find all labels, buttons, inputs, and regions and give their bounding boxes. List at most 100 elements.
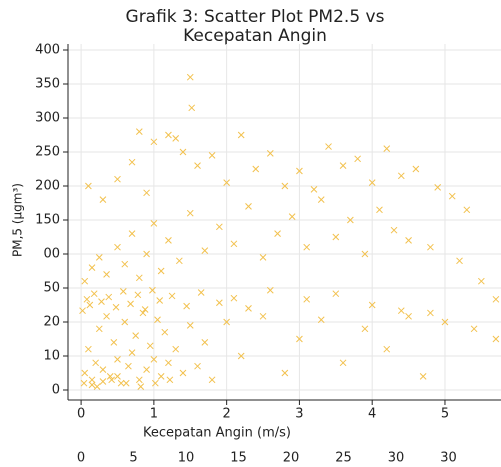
point — [81, 369, 89, 377]
point — [108, 376, 116, 384]
point — [143, 250, 150, 258]
point — [175, 257, 183, 265]
point — [412, 165, 420, 173]
point — [150, 220, 158, 227]
point — [135, 376, 143, 384]
point — [405, 312, 412, 320]
point — [427, 309, 434, 317]
point-stroke — [143, 250, 150, 258]
point-stroke — [186, 322, 194, 329]
point — [165, 359, 172, 367]
point — [88, 381, 96, 389]
point-stroke — [303, 295, 311, 303]
point-stroke — [183, 302, 190, 310]
point — [81, 277, 89, 285]
point-stroke — [339, 162, 347, 169]
point — [98, 298, 105, 305]
point — [303, 243, 311, 251]
point — [390, 226, 398, 234]
point-stroke — [90, 290, 98, 298]
x-tick-label: 2 — [223, 407, 231, 422]
point-stroke — [188, 104, 196, 112]
point-stroke — [128, 349, 136, 356]
secondary-label: 25 — [335, 451, 352, 466]
y-tick-label: 0 — [52, 383, 60, 398]
point-stroke — [427, 243, 434, 251]
point-stroke — [361, 250, 369, 258]
point-stroke — [132, 332, 140, 339]
point-stroke — [157, 373, 165, 380]
point — [332, 233, 340, 241]
y-tick-label: 350 — [35, 77, 60, 92]
point — [125, 362, 132, 370]
point — [122, 379, 130, 387]
point-stroke — [427, 309, 434, 317]
point-stroke — [354, 155, 361, 163]
point — [274, 230, 281, 237]
point — [168, 292, 176, 300]
point — [223, 179, 230, 186]
point-stroke — [99, 366, 107, 373]
point — [135, 274, 143, 282]
point — [368, 301, 376, 309]
point-stroke — [83, 295, 91, 303]
point-stroke — [127, 300, 134, 308]
point — [157, 373, 165, 380]
point-stroke — [463, 206, 471, 214]
point — [99, 366, 107, 373]
point — [208, 376, 216, 384]
point — [376, 206, 383, 214]
point-stroke — [259, 254, 267, 261]
point-stroke — [303, 243, 311, 251]
point-stroke — [412, 165, 420, 173]
point — [165, 237, 172, 244]
point-stroke — [165, 359, 172, 367]
point — [114, 356, 121, 363]
point-stroke — [194, 162, 201, 169]
point-stroke — [237, 131, 245, 139]
point-stroke — [108, 376, 116, 384]
point — [230, 294, 238, 302]
point — [128, 230, 136, 237]
secondary-label: 10 — [178, 451, 195, 466]
point — [259, 254, 267, 261]
secondary-label: 5 — [129, 451, 137, 466]
point-stroke — [175, 257, 183, 265]
point — [296, 335, 303, 343]
point-stroke — [397, 307, 405, 315]
point — [310, 186, 318, 193]
point-stroke — [448, 192, 456, 200]
point-stroke — [92, 359, 100, 367]
x-axis-label: Kecepatan Angin (m/s) — [143, 426, 291, 441]
point-stroke — [332, 233, 340, 241]
point-stroke — [79, 307, 86, 315]
point — [456, 257, 463, 265]
point-stroke — [98, 298, 105, 305]
point-stroke — [223, 318, 230, 326]
point-stroke — [317, 196, 325, 203]
point — [179, 369, 187, 377]
point-stroke — [150, 220, 158, 227]
point — [434, 184, 442, 191]
y-tick-label: 250 — [35, 145, 60, 160]
point — [99, 378, 107, 385]
point — [121, 260, 129, 268]
point-stroke — [339, 359, 347, 367]
point — [339, 359, 347, 367]
point — [134, 291, 142, 299]
point — [146, 342, 154, 350]
point — [281, 369, 289, 377]
point-stroke — [134, 291, 142, 299]
y-tick-label: 50 — [43, 281, 60, 296]
secondary-label: 0 — [77, 451, 85, 466]
point — [88, 376, 96, 384]
point — [448, 192, 456, 200]
point — [161, 328, 169, 336]
point — [139, 309, 147, 317]
point-stroke — [85, 182, 92, 190]
point — [317, 316, 325, 324]
point — [150, 356, 158, 363]
point — [339, 162, 347, 169]
point — [201, 247, 209, 254]
